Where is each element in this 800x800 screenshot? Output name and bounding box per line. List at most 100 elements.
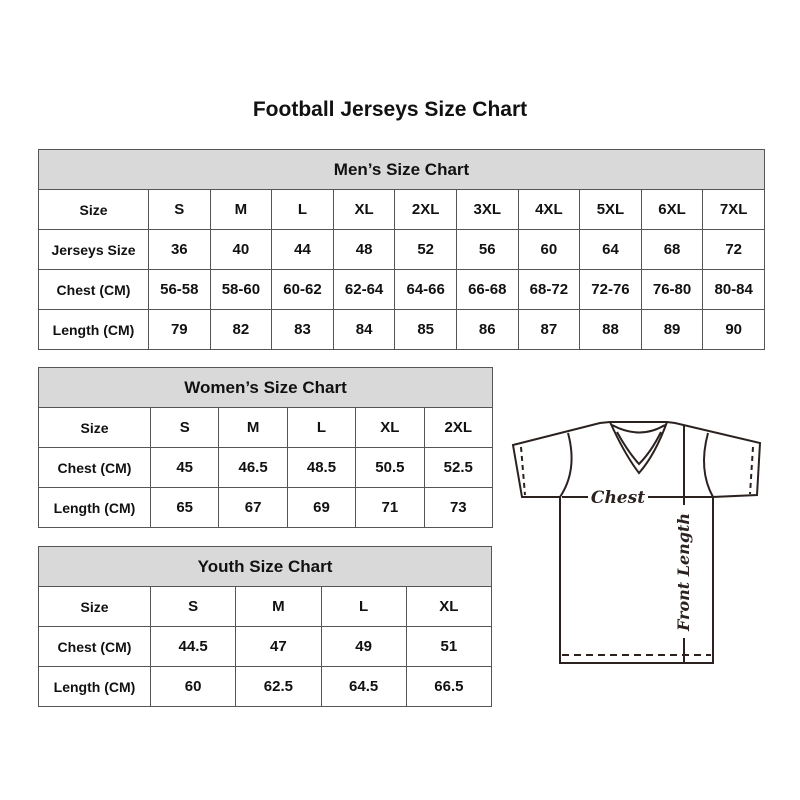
table-cell: 71 — [355, 487, 425, 528]
table-row: Length (CM) 65 67 69 71 73 — [38, 487, 494, 528]
table-cell: 79 — [148, 309, 211, 350]
row-label: Length (CM) — [38, 487, 151, 528]
table-cell: XL — [405, 586, 493, 627]
table-cell: 46.5 — [218, 447, 288, 488]
table-cell: S — [148, 189, 211, 230]
table-row: Size S M L XL — [38, 586, 493, 627]
table-cell: 36 — [148, 229, 211, 270]
table-cell: 83 — [271, 309, 334, 350]
chest-label: Chest — [591, 488, 645, 508]
table-cell: XL — [355, 407, 425, 448]
collar — [609, 421, 668, 475]
table-cell: 67 — [218, 487, 288, 528]
table-cell: 76-80 — [640, 269, 704, 310]
table-cell: 7XL — [702, 189, 765, 230]
table-cell: 68 — [640, 229, 704, 270]
table-cell: 80-84 — [702, 269, 765, 310]
table-cell: 60-62 — [271, 269, 334, 310]
table-cell: 56 — [455, 229, 519, 270]
table-row: Length (CM) 60 62.5 64.5 66.5 — [38, 666, 493, 707]
row-label: Chest (CM) — [38, 447, 151, 488]
table-cell: 73 — [423, 487, 494, 528]
row-label: Size — [38, 189, 149, 230]
table-cell: L — [286, 407, 357, 448]
table-cell: 86 — [455, 309, 519, 350]
table-cell: 82 — [209, 309, 273, 350]
table-cell: 47 — [235, 626, 322, 667]
page-title: Football Jerseys Size Chart — [252, 98, 528, 121]
table-cell: L — [320, 586, 407, 627]
table-cell: 49 — [320, 626, 407, 667]
table-cell: 48.5 — [286, 447, 357, 488]
table-cell: 60 — [517, 229, 581, 270]
table-cell: 88 — [579, 309, 642, 350]
front-length-label: Front Length — [674, 513, 693, 632]
table-row: Jerseys Size 36 40 44 48 52 56 60 64 68 72 — [38, 229, 765, 270]
table-cell: 45 — [149, 447, 220, 488]
table-cell: 64-66 — [394, 269, 457, 310]
table-cell: 66-68 — [455, 269, 519, 310]
youth-table-heading: Youth Size Chart — [38, 546, 492, 587]
table-cell: 72-76 — [579, 269, 642, 310]
table-cell: 51 — [405, 626, 493, 667]
table-cell: 89 — [640, 309, 704, 350]
table-cell: 66.5 — [405, 666, 493, 707]
row-label: Size — [38, 407, 151, 448]
row-label: Length (CM) — [38, 666, 151, 707]
table-cell: 5XL — [579, 189, 642, 230]
table-cell: 52 — [394, 229, 457, 270]
table-cell: 3XL — [455, 189, 519, 230]
table-cell: 87 — [517, 309, 581, 350]
table-cell: 65 — [149, 487, 220, 528]
table-cell: 56-58 — [148, 269, 211, 310]
table-cell: 85 — [394, 309, 457, 350]
table-cell: 2XL — [423, 407, 494, 448]
table-cell: 62.5 — [235, 666, 322, 707]
table-cell: 64 — [579, 229, 642, 270]
left-sleeve-seam — [559, 432, 573, 498]
table-cell: 60 — [149, 666, 237, 707]
table-cell: S — [149, 407, 220, 448]
table-cell: 58-60 — [209, 269, 273, 310]
table-cell: 72 — [702, 229, 765, 270]
right-sleeve-seam — [703, 432, 714, 498]
table-cell: L — [271, 189, 334, 230]
table-cell: 40 — [209, 229, 273, 270]
table-cell: 2XL — [394, 189, 457, 230]
table-cell: 44.5 — [149, 626, 237, 667]
womens-size-table: Women’s Size Chart Size S M L XL 2XL Chest (CM)… — [38, 367, 494, 528]
table-row: Size S M L XL 2XL — [38, 407, 494, 448]
sleeve-stitch — [520, 446, 754, 496]
table-cell: M — [209, 189, 273, 230]
table-cell: 48 — [332, 229, 396, 270]
women-table-heading: Women’s Size Chart — [38, 367, 493, 408]
table-cell: 68-72 — [517, 269, 581, 310]
table-cell: 69 — [286, 487, 357, 528]
table-row: Chest (CM) 45 46.5 48.5 50.5 52.5 — [38, 447, 494, 488]
jersey-diagram: Chest Front Length — [511, 421, 762, 664]
row-label: Size — [38, 586, 151, 627]
table-row: Size S M L XL 2XL 3XL 4XL 5XL 6XL 7XL — [38, 189, 765, 230]
table-cell: S — [149, 586, 237, 627]
table-cell: 84 — [332, 309, 396, 350]
table-cell: 50.5 — [355, 447, 425, 488]
table-cell: 62-64 — [332, 269, 396, 310]
table-cell: 6XL — [640, 189, 704, 230]
table-cell: M — [218, 407, 288, 448]
table-cell: 4XL — [517, 189, 581, 230]
table-cell: XL — [332, 189, 396, 230]
youth-size-table: Youth Size Chart Size S M L XL Chest (CM) 44.5 4… — [38, 546, 493, 707]
table-cell: M — [235, 586, 322, 627]
shirt-outline — [511, 421, 762, 664]
row-label: Length (CM) — [38, 309, 149, 350]
row-label: Chest (CM) — [38, 626, 151, 667]
table-cell: 90 — [702, 309, 765, 350]
table-cell: 52.5 — [423, 447, 494, 488]
table-row: Chest (CM) 56-58 58-60 60-62 62-64 64-66 66-68… — [38, 269, 765, 310]
table-cell: 64.5 — [320, 666, 407, 707]
table-row: Length (CM) 79 82 83 84 85 86 87 88 89 90 — [38, 309, 765, 350]
table-cell: 44 — [271, 229, 334, 270]
men-table-heading: Men’s Size Chart — [38, 149, 765, 190]
mens-size-table: Men’s Size Chart Size S M L XL 2XL 3XL 4XL 5XL 6XL… — [38, 149, 765, 350]
